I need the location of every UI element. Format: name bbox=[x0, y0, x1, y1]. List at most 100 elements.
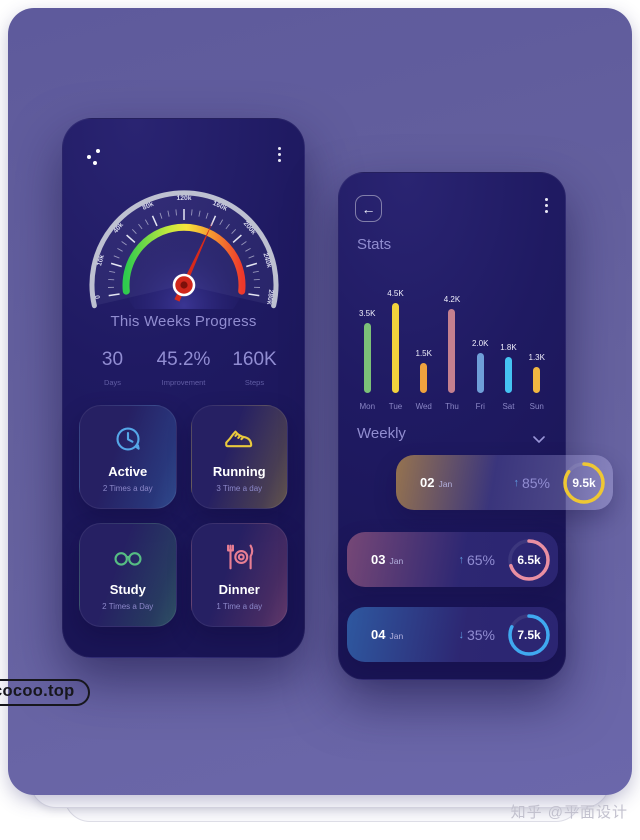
stat-value: 45.2% bbox=[156, 349, 211, 370]
activity-cards-grid: Active 2 Times a day Running 3 Time a da… bbox=[79, 405, 288, 627]
bar-column-sat: 1.8K Sat bbox=[500, 269, 516, 411]
card-subtitle: 3 Time a day bbox=[216, 484, 263, 493]
weekly-month: Jan bbox=[438, 479, 453, 489]
more-options-icon[interactable] bbox=[278, 147, 281, 165]
card-name: Active bbox=[108, 464, 148, 479]
weekly-percent: 35% bbox=[466, 626, 495, 643]
svg-text:10k: 10k bbox=[96, 254, 106, 267]
stat-value: 160K bbox=[232, 349, 277, 370]
bar bbox=[533, 367, 541, 393]
weekly-percent: 85% bbox=[521, 474, 550, 491]
bar-day-label: Sat bbox=[502, 402, 515, 411]
weekly-day: 02 bbox=[420, 475, 435, 490]
left-phone-screen: 0 10k 40k 80k 120k 160k 200k 240k 280k This Week… bbox=[62, 118, 305, 658]
watermark-cocoo-top: cocoo.top bbox=[0, 679, 90, 706]
card-name: Study bbox=[109, 582, 146, 597]
weekly-row-04-jan[interactable]: 04 Jan ↓ 35% 7.5k bbox=[347, 607, 558, 662]
weekly-section-title: Weekly bbox=[357, 425, 406, 442]
bar bbox=[504, 357, 512, 393]
weekly-month: Jan bbox=[389, 556, 404, 566]
stat-label: Steps bbox=[244, 378, 265, 387]
bar-day-label: Sun bbox=[529, 402, 544, 411]
stat-steps: 160K Steps bbox=[219, 349, 290, 387]
weekly-value: 6.5k bbox=[517, 552, 541, 567]
stat-value: 30 bbox=[101, 349, 124, 370]
bar-value-label: 1.8K bbox=[500, 343, 517, 352]
weekly-month: Jan bbox=[389, 631, 404, 641]
bar-day-label: Tue bbox=[388, 402, 403, 411]
weekly-value: 9.5k bbox=[572, 475, 596, 490]
bar bbox=[476, 353, 484, 393]
bar bbox=[448, 309, 456, 393]
bar-day-label: Mon bbox=[359, 402, 376, 411]
clock-icon bbox=[106, 419, 150, 459]
apps-menu-icon[interactable] bbox=[87, 149, 102, 166]
svg-text:120k: 120k bbox=[176, 195, 191, 202]
weekly-value: 7.5k bbox=[517, 627, 541, 642]
bar bbox=[420, 363, 428, 393]
card-subtitle: 2 Times a day bbox=[102, 484, 153, 493]
weekly-row-03-jan[interactable]: 03 Jan ↑ 65% 6.5k bbox=[347, 532, 558, 587]
stats-title: Stats bbox=[357, 236, 392, 253]
trend-up-icon: ↑ bbox=[458, 553, 464, 566]
chevron-down-icon[interactable] bbox=[533, 431, 545, 449]
watermark-zhihu: 知乎 @平面设计 bbox=[510, 804, 628, 821]
card-subtitle: 1 Time a day bbox=[216, 602, 263, 611]
bar-column-thu: 4.2K Thu bbox=[444, 269, 460, 411]
card-subtitle: 2 Times a Day bbox=[102, 602, 154, 611]
progress-title: This Weeks Progress bbox=[110, 313, 257, 330]
weekly-rows-list: 02 Jan ↑ 85% 9.5k 03 Ja bbox=[339, 455, 613, 667]
stat-improvement: 45.2% Improvement bbox=[148, 349, 219, 387]
bar-day-label: Wed bbox=[415, 402, 432, 411]
glasses-icon bbox=[106, 537, 150, 577]
weekly-day: 04 bbox=[371, 627, 386, 642]
stat-label: Days bbox=[103, 378, 122, 387]
weekly-trend: ↓ 35% bbox=[458, 627, 495, 643]
bar-day-label: Fri bbox=[475, 402, 485, 411]
bar-column-sun: 1.3K Sun bbox=[529, 269, 545, 411]
bar-value-label: 2.0K bbox=[472, 339, 489, 348]
progress-ring: 6.5k bbox=[506, 537, 552, 583]
more-options-icon[interactable] bbox=[545, 198, 548, 216]
stats-row: 30 Days 45.2% Improvement 160K Steps bbox=[77, 349, 290, 387]
trend-up-icon: ↑ bbox=[513, 476, 519, 489]
svg-text:240k: 240k bbox=[261, 252, 272, 269]
shoe-icon bbox=[217, 419, 261, 459]
stat-label: Improvement bbox=[161, 378, 206, 387]
progress-ring: 9.5k bbox=[561, 460, 607, 506]
bar-column-mon: 3.5K Mon bbox=[359, 269, 375, 411]
svg-text:0: 0 bbox=[95, 294, 102, 299]
bar-day-label: Thu bbox=[445, 402, 459, 411]
bar-column-wed: 1.5K Wed bbox=[416, 269, 432, 411]
weekly-date: 04 Jan bbox=[371, 627, 403, 642]
activity-card-study[interactable]: Study 2 Times a Day bbox=[79, 523, 177, 627]
activity-card-running[interactable]: Running 3 Time a day bbox=[190, 405, 288, 509]
weekly-bar-chart: 3.5K Mon 4.5K Tue 1.5K Wed 4.2K Thu 2.0K Fri 1.8K S… bbox=[359, 269, 545, 411]
bar-value-label: 1.3K bbox=[528, 353, 545, 362]
right-phone-screen: ← Stats 3.5K Mon 4.5K Tue 1.5K Wed 4.2K Thu 2.0K… bbox=[338, 172, 613, 680]
weekly-day: 03 bbox=[371, 552, 386, 567]
bar-column-tue: 4.5K Tue bbox=[387, 269, 403, 411]
progress-ring: 7.5k bbox=[506, 612, 552, 658]
weekly-percent: 65% bbox=[466, 551, 495, 568]
activity-card-active[interactable]: Active 2 Times a day bbox=[79, 405, 177, 509]
back-button[interactable]: ← bbox=[355, 195, 382, 222]
weekly-date: 02 Jan bbox=[420, 475, 452, 490]
trend-down-icon: ↓ bbox=[458, 628, 464, 641]
bar-value-label: 1.5K bbox=[415, 349, 432, 358]
weekly-trend: ↑ 65% bbox=[458, 552, 495, 568]
weekly-trend: ↑ 85% bbox=[513, 475, 550, 491]
svg-text:80k: 80k bbox=[142, 201, 155, 212]
bar-value-label: 4.2K bbox=[443, 295, 461, 304]
bar-value-label: 4.5K bbox=[387, 289, 404, 298]
bar bbox=[391, 303, 399, 393]
weekly-date: 03 Jan bbox=[371, 552, 403, 567]
card-name: Dinner bbox=[218, 582, 260, 597]
bar-column-fri: 2.0K Fri bbox=[472, 269, 488, 411]
weekly-row-02-jan[interactable]: 02 Jan ↑ 85% 9.5k bbox=[396, 455, 613, 510]
cutlery-icon bbox=[217, 537, 261, 577]
stat-days: 30 Days bbox=[77, 349, 148, 387]
activity-card-dinner[interactable]: Dinner 1 Time a day bbox=[190, 523, 288, 627]
